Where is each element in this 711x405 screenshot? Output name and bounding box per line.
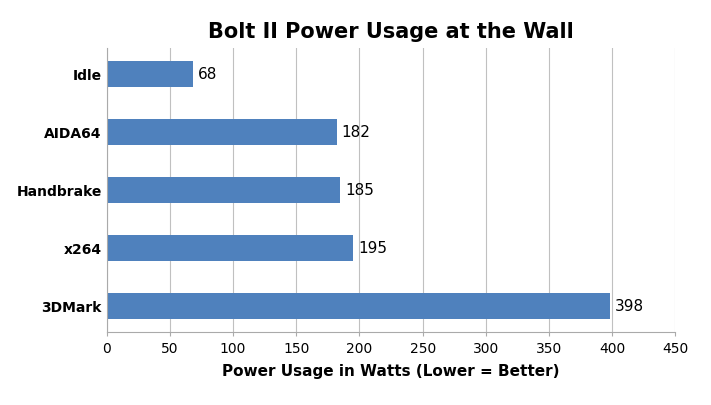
Text: 185: 185 — [346, 183, 375, 198]
Bar — [107, 235, 353, 261]
Text: 68: 68 — [198, 67, 217, 82]
Bar — [107, 293, 610, 319]
Text: 398: 398 — [615, 299, 644, 313]
Text: 195: 195 — [358, 241, 387, 256]
Bar — [107, 62, 193, 87]
Bar — [107, 177, 341, 203]
Text: 182: 182 — [342, 125, 370, 140]
Title: Bolt II Power Usage at the Wall: Bolt II Power Usage at the Wall — [208, 21, 574, 41]
X-axis label: Power Usage in Watts (Lower = Better): Power Usage in Watts (Lower = Better) — [223, 363, 560, 378]
Bar — [107, 119, 337, 145]
